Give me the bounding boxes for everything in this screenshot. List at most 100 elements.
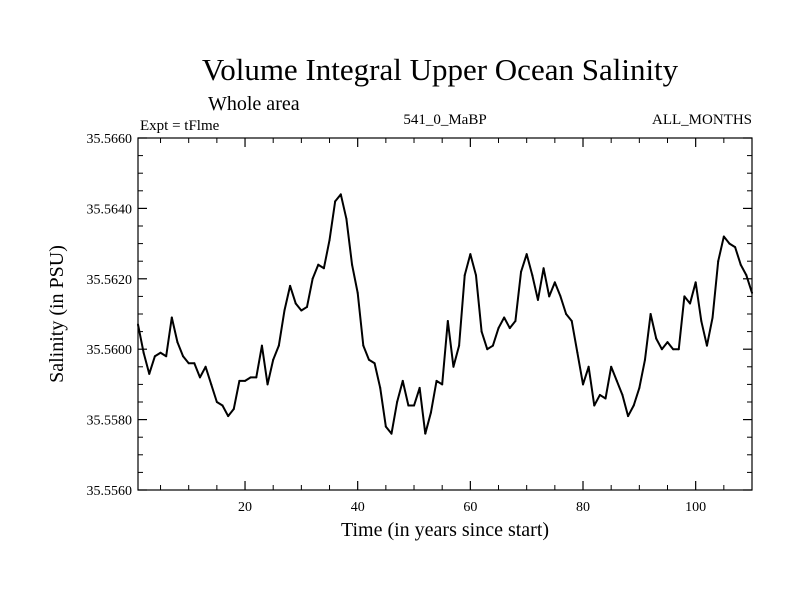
data-point bbox=[717, 260, 720, 263]
data-point bbox=[666, 341, 669, 344]
data-point bbox=[531, 274, 534, 277]
data-point bbox=[655, 337, 658, 340]
data-point bbox=[672, 348, 675, 351]
data-point bbox=[165, 355, 168, 358]
data-point bbox=[593, 404, 596, 407]
y-tick-label: 35.5560 bbox=[87, 484, 133, 499]
data-point bbox=[542, 267, 545, 270]
data-point bbox=[441, 383, 444, 386]
data-point bbox=[486, 348, 489, 351]
data-point bbox=[745, 274, 748, 277]
data-point bbox=[553, 281, 556, 284]
data-point bbox=[435, 379, 438, 382]
data-point bbox=[711, 316, 714, 319]
data-point bbox=[362, 344, 365, 347]
data-point bbox=[520, 270, 523, 273]
data-point bbox=[283, 309, 286, 312]
y-axis-label: Salinity (in PSU) bbox=[46, 245, 68, 383]
data-point bbox=[367, 358, 370, 361]
data-point bbox=[221, 404, 224, 407]
data-point bbox=[373, 362, 376, 365]
data-point bbox=[351, 263, 354, 266]
data-point bbox=[491, 344, 494, 347]
data-point bbox=[497, 327, 500, 330]
data-point bbox=[176, 341, 179, 344]
data-point bbox=[694, 281, 697, 284]
y-tick-label: 35.5580 bbox=[87, 414, 133, 429]
data-point bbox=[204, 365, 207, 368]
data-point bbox=[734, 246, 737, 249]
data-point bbox=[401, 379, 404, 382]
data-point bbox=[458, 344, 461, 347]
data-point bbox=[238, 379, 241, 382]
salinity-series-line bbox=[137, 193, 753, 435]
data-point bbox=[463, 274, 466, 277]
data-point bbox=[474, 274, 477, 277]
data-point bbox=[683, 295, 686, 298]
data-point bbox=[452, 365, 455, 368]
data-point bbox=[187, 362, 190, 365]
x-tick-label: 80 bbox=[576, 500, 590, 515]
data-point bbox=[334, 200, 337, 203]
data-point bbox=[559, 295, 562, 298]
data-point bbox=[751, 291, 753, 294]
x-tick-label: 60 bbox=[463, 500, 477, 515]
data-point bbox=[576, 351, 579, 354]
y-tick-label: 35.5640 bbox=[87, 202, 133, 217]
data-point bbox=[322, 267, 325, 270]
data-point bbox=[215, 401, 218, 403]
data-point bbox=[446, 320, 449, 323]
months-label: ALL_MONTHS bbox=[652, 112, 752, 128]
data-point bbox=[660, 348, 663, 351]
data-point bbox=[610, 365, 613, 368]
data-point bbox=[328, 239, 331, 242]
data-point bbox=[424, 432, 427, 435]
data-point bbox=[142, 351, 145, 354]
x-tick-label: 40 bbox=[351, 500, 365, 515]
data-point bbox=[227, 415, 230, 418]
experiment-label: Expt = tFlme bbox=[140, 118, 220, 134]
chart-title: Volume Integral Upper Ocean Salinity bbox=[202, 52, 679, 87]
data-point bbox=[407, 404, 410, 407]
data-point bbox=[508, 327, 511, 330]
data-point bbox=[739, 263, 742, 266]
data-point bbox=[480, 330, 483, 333]
data-point bbox=[413, 404, 416, 407]
data-point bbox=[621, 393, 624, 396]
data-point bbox=[689, 302, 692, 305]
data-point bbox=[317, 263, 320, 266]
y-tick-label: 35.5660 bbox=[87, 132, 133, 147]
data-point bbox=[728, 242, 731, 245]
data-point bbox=[289, 284, 292, 287]
data-point bbox=[384, 425, 387, 428]
data-point bbox=[469, 253, 472, 256]
data-point bbox=[700, 320, 703, 323]
data-point bbox=[294, 302, 297, 305]
chart-subtitle: Whole area bbox=[208, 93, 300, 115]
data-point bbox=[339, 193, 342, 196]
data-point bbox=[311, 277, 314, 280]
run-id-label: 541_0_MaBP bbox=[403, 112, 486, 128]
data-point bbox=[345, 217, 348, 220]
data-point bbox=[643, 358, 646, 361]
data-point bbox=[418, 386, 421, 389]
data-point bbox=[677, 348, 680, 351]
data-point bbox=[705, 344, 708, 347]
data-point bbox=[300, 309, 303, 312]
data-point bbox=[390, 432, 393, 435]
data-point bbox=[249, 376, 252, 379]
data-point bbox=[632, 404, 635, 407]
data-point bbox=[356, 291, 359, 294]
data-point bbox=[153, 355, 156, 358]
data-point bbox=[587, 365, 590, 368]
data-point bbox=[159, 351, 162, 354]
data-point bbox=[604, 397, 607, 400]
data-point bbox=[503, 316, 506, 319]
plot-frame bbox=[137, 137, 753, 491]
data-point bbox=[598, 393, 601, 396]
data-point bbox=[722, 235, 725, 238]
data-point bbox=[649, 313, 652, 315]
data-point bbox=[148, 372, 151, 375]
data-point bbox=[627, 415, 630, 418]
